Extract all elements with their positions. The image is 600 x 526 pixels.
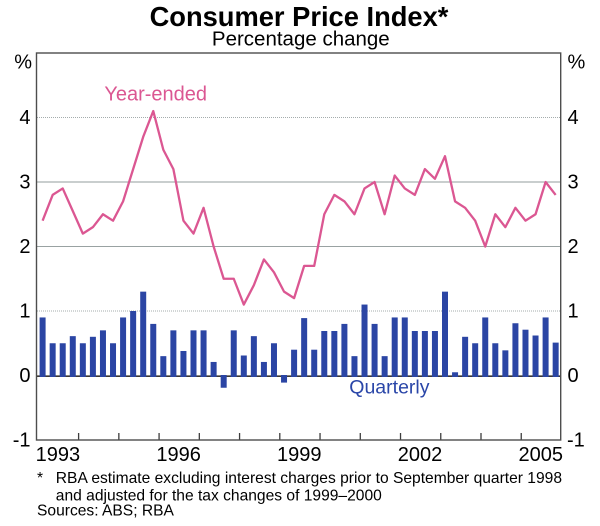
svg-text:Year-ended: Year-ended bbox=[104, 83, 207, 105]
svg-text:1999: 1999 bbox=[277, 444, 322, 466]
svg-text:1: 1 bbox=[19, 300, 30, 322]
svg-text:2002: 2002 bbox=[398, 444, 443, 466]
svg-text:2005: 2005 bbox=[519, 444, 564, 466]
svg-text:Percentage change: Percentage change bbox=[212, 27, 390, 50]
svg-text:Consumer Price Index*: Consumer Price Index* bbox=[150, 1, 449, 32]
svg-text:0: 0 bbox=[19, 365, 30, 387]
svg-text:3: 3 bbox=[568, 171, 579, 193]
svg-text:*: * bbox=[37, 470, 43, 487]
svg-text:2: 2 bbox=[568, 236, 579, 258]
svg-text:4: 4 bbox=[568, 107, 579, 129]
svg-text:4: 4 bbox=[19, 107, 30, 129]
svg-text:2: 2 bbox=[19, 236, 30, 258]
svg-text:Quarterly: Quarterly bbox=[349, 377, 429, 399]
svg-text:1: 1 bbox=[568, 300, 579, 322]
svg-text:RBA estimate excluding interes: RBA estimate excluding interest charges … bbox=[56, 470, 562, 487]
svg-text:1993: 1993 bbox=[36, 444, 81, 466]
svg-text:and adjusted for the tax chang: and adjusted for the tax changes of 1999… bbox=[56, 487, 382, 504]
svg-text:%: % bbox=[568, 52, 586, 74]
svg-text:%: % bbox=[14, 52, 32, 74]
svg-text:-1: -1 bbox=[567, 429, 585, 451]
svg-text:1996: 1996 bbox=[156, 444, 201, 466]
svg-text:3: 3 bbox=[19, 171, 30, 193]
svg-text:Sources: ABS; RBA: Sources: ABS; RBA bbox=[37, 503, 175, 520]
svg-text:0: 0 bbox=[568, 365, 579, 387]
svg-text:-1: -1 bbox=[13, 429, 31, 451]
